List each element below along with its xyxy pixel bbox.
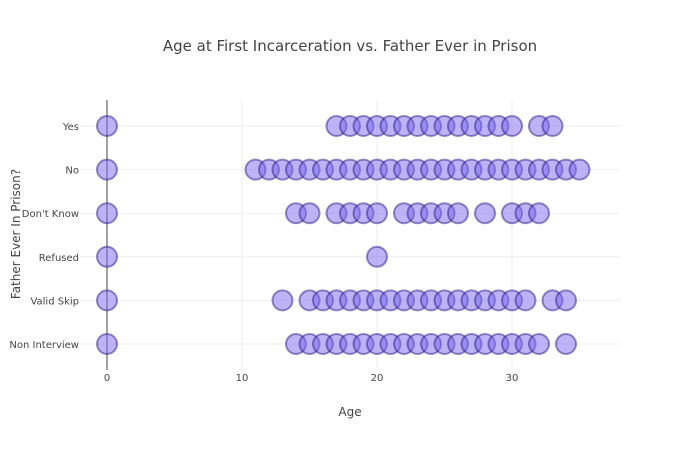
data-point (474, 202, 496, 225)
chart-title: Age at First Incarceration vs. Father Ev… (163, 37, 537, 55)
y-tick-label: No (65, 166, 79, 177)
x-axis-tick-labels: 0 10 20 30 (104, 373, 519, 384)
data-point (555, 333, 577, 355)
data-point (366, 245, 388, 268)
data-point (96, 158, 118, 181)
y-tick-label: Valid Skip (30, 296, 79, 307)
grid-lines (80, 100, 620, 370)
data-point (528, 202, 550, 225)
data-point (555, 289, 577, 312)
data-point (298, 202, 321, 225)
data-point (96, 333, 118, 355)
x-tick-label: 10 (236, 373, 249, 384)
data-point (447, 202, 469, 225)
data-point (96, 289, 118, 312)
y-tick-label: Yes (62, 122, 79, 133)
data-point (528, 333, 550, 355)
data-point (271, 289, 294, 312)
x-axis-title: Age (338, 405, 361, 419)
data-point (514, 289, 537, 312)
data-point (96, 115, 118, 137)
y-tick-label: Don't Know (22, 209, 79, 220)
data-point (96, 245, 118, 268)
y-tick-label: Refused (39, 253, 79, 264)
x-tick-label: 30 (506, 373, 519, 384)
x-tick-label: 0 (104, 373, 110, 384)
data-point (541, 115, 564, 137)
y-axis-tick-labels: Yes No Don't Know Refused Valid Skip Non Inte… (9, 122, 79, 351)
x-tick-label: 20 (371, 373, 384, 384)
data-point (96, 202, 118, 225)
data-point (568, 158, 591, 181)
y-tick-label: Non Interview (9, 340, 79, 351)
y-axis-title: Father Ever In Prison? (9, 169, 23, 299)
data-point (366, 202, 388, 225)
data-points (96, 115, 591, 355)
data-point (501, 115, 523, 137)
